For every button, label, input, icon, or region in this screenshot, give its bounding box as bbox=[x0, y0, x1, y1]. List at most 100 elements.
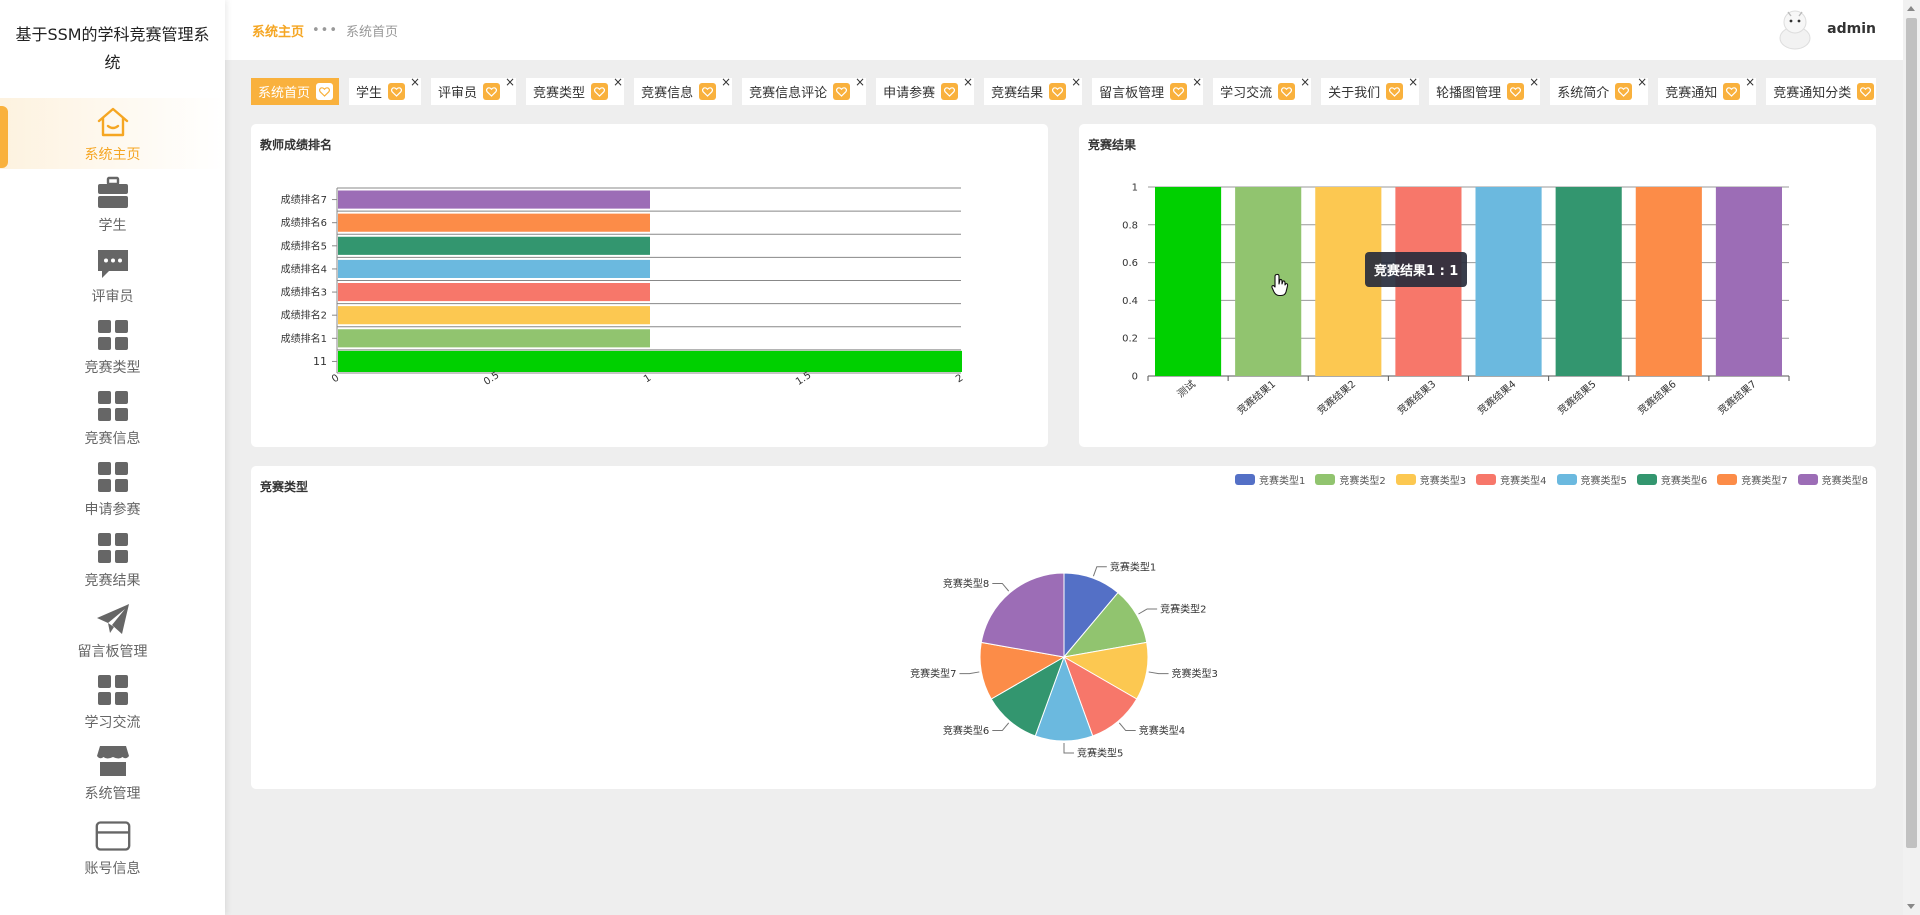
legend-item[interactable]: 竞赛类型5 bbox=[1556, 472, 1627, 487]
legend-item[interactable]: 竞赛类型7 bbox=[1717, 472, 1788, 487]
slice-label: 竞赛类型2 bbox=[1160, 603, 1206, 616]
tab-item[interactable]: 竞赛通知分类× bbox=[1766, 78, 1876, 105]
tab-item[interactable]: 竞赛类型 × bbox=[526, 78, 625, 105]
sidebar-item-contest-result[interactable]: 竞赛结果 bbox=[0, 524, 225, 595]
label-line bbox=[1148, 671, 1169, 675]
tab-item[interactable]: 竞赛结果 × bbox=[984, 78, 1083, 105]
legend-item[interactable]: 竞赛类型6 bbox=[1636, 472, 1707, 487]
legend-label: 竞赛类型4 bbox=[1500, 476, 1547, 487]
heart-icon[interactable] bbox=[1278, 83, 1296, 100]
close-icon[interactable]: × bbox=[409, 78, 421, 89]
tab-item[interactable]: 评审员 × bbox=[431, 78, 517, 105]
tab-label: 系统首页 bbox=[258, 86, 311, 101]
scroll-thumb[interactable] bbox=[1906, 18, 1917, 848]
tab-item[interactable]: 竞赛信息评论 × bbox=[742, 78, 867, 105]
close-icon[interactable]: × bbox=[1408, 78, 1419, 89]
close-icon[interactable]: × bbox=[1071, 78, 1082, 89]
slice-label: 竞赛类型8 bbox=[943, 577, 989, 590]
legend-label: 竞赛类型7 bbox=[1741, 476, 1788, 487]
avatar[interactable] bbox=[1775, 8, 1815, 50]
heart-icon[interactable] bbox=[1857, 83, 1875, 100]
heart-icon[interactable] bbox=[483, 83, 501, 100]
tab-item[interactable]: 轮播图管理 × bbox=[1429, 78, 1541, 105]
close-icon[interactable]: × bbox=[1192, 78, 1203, 89]
close-icon[interactable]: × bbox=[1300, 78, 1311, 89]
close-icon[interactable]: × bbox=[963, 78, 974, 89]
heart-icon[interactable] bbox=[699, 83, 717, 100]
close-icon[interactable]: × bbox=[855, 78, 866, 89]
breadcrumb-home[interactable]: 系统主页 bbox=[252, 24, 305, 40]
slice-label: 竞赛类型5 bbox=[1077, 747, 1123, 760]
x-tick-label: 竞赛结果3 bbox=[1394, 377, 1438, 417]
sidebar-item-message-board[interactable]: 留言板管理 bbox=[0, 595, 225, 666]
heart-icon[interactable] bbox=[1049, 83, 1067, 100]
tab-item[interactable]: 学习交流 × bbox=[1213, 78, 1312, 105]
y-tick-label: 0.2 bbox=[1122, 334, 1138, 345]
scroll-down-arrow[interactable] bbox=[1907, 904, 1915, 909]
legend-item[interactable]: 竞赛类型4 bbox=[1476, 472, 1547, 487]
legend-item[interactable]: 竞赛类型2 bbox=[1315, 472, 1386, 487]
tab-label: 留言板管理 bbox=[1099, 86, 1165, 101]
close-icon[interactable]: × bbox=[613, 78, 624, 89]
sidebar-item-account[interactable]: 账号信息 bbox=[0, 808, 225, 888]
sidebar-item-reviewer[interactable]: 评审员 bbox=[0, 240, 225, 311]
sidebar-item-home[interactable]: 系统主页 bbox=[0, 98, 225, 169]
heart-icon[interactable] bbox=[941, 83, 959, 100]
close-icon[interactable]: × bbox=[1745, 78, 1756, 89]
sidebar-item-study[interactable]: 学习交流 bbox=[0, 666, 225, 737]
close-icon[interactable]: × bbox=[1637, 78, 1648, 89]
tab-item[interactable]: 学生 × bbox=[349, 78, 422, 105]
legend-item[interactable]: 竞赛类型8 bbox=[1797, 472, 1868, 487]
tab-item[interactable]: 关于我们 × bbox=[1321, 78, 1420, 105]
breadcrumb: 系统主页 ••• 系统首页 bbox=[252, 21, 398, 40]
bar bbox=[1235, 187, 1302, 376]
tab-item[interactable]: 竞赛通知 × bbox=[1658, 78, 1757, 105]
y-tick-label: 0 bbox=[1132, 372, 1138, 383]
bar bbox=[338, 306, 650, 325]
sidebar-item-student[interactable]: 学生 bbox=[0, 169, 225, 240]
legend-label: 竞赛类型5 bbox=[1580, 476, 1627, 487]
bar bbox=[338, 259, 650, 278]
tab-label: 竞赛通知分类 bbox=[1773, 86, 1852, 101]
top-header: 系统主页 ••• 系统首页 admin bbox=[225, 0, 1920, 60]
heart-icon[interactable] bbox=[1723, 83, 1741, 100]
label-line bbox=[992, 722, 1010, 732]
x-tick-label: 2 bbox=[954, 373, 965, 386]
sidebar-item-contest-type[interactable]: 竞赛类型 bbox=[0, 311, 225, 382]
label-line bbox=[1063, 743, 1074, 754]
heart-icon[interactable] bbox=[1615, 83, 1633, 100]
legend-swatch bbox=[1636, 474, 1657, 485]
close-icon[interactable]: × bbox=[1529, 78, 1540, 89]
legend-item[interactable]: 竞赛类型3 bbox=[1395, 472, 1466, 487]
tab-item[interactable]: 留言板管理 × bbox=[1092, 78, 1204, 105]
tab-item[interactable]: 竞赛信息 × bbox=[634, 78, 733, 105]
label-line bbox=[1118, 722, 1136, 732]
sidebar-item-apply[interactable]: 申请参赛 bbox=[0, 453, 225, 524]
tab-item[interactable]: 申请参赛 × bbox=[876, 78, 975, 105]
sidebar-menu: 系统主页 学生 评审员 竞赛类型 竞赛信息 bbox=[0, 98, 225, 888]
username[interactable]: admin bbox=[1827, 21, 1876, 37]
breadcrumb-current: 系统首页 bbox=[346, 24, 399, 40]
page-scrollbar[interactable] bbox=[1903, 0, 1920, 915]
close-icon[interactable]: × bbox=[721, 78, 732, 89]
close-icon[interactable]: × bbox=[504, 78, 516, 89]
heart-icon[interactable] bbox=[591, 83, 609, 100]
sidebar-item-system[interactable]: 系统管理 bbox=[0, 737, 225, 808]
tab-item[interactable]: 系统首页 bbox=[251, 78, 340, 105]
heart-icon[interactable] bbox=[833, 83, 851, 100]
legend-item[interactable]: 竞赛类型1 bbox=[1235, 472, 1305, 487]
sidebar-item-contest-info[interactable]: 竞赛信息 bbox=[0, 382, 225, 453]
bar bbox=[1555, 187, 1622, 376]
tab-item[interactable]: 系统简介 × bbox=[1550, 78, 1649, 105]
user-menu[interactable]: admin bbox=[1775, 8, 1876, 50]
y-tick-label: 成绩排名2 bbox=[281, 309, 327, 322]
heart-icon[interactable] bbox=[1386, 83, 1404, 100]
grid-icon bbox=[95, 672, 131, 708]
scroll-up-arrow[interactable] bbox=[1907, 6, 1915, 11]
heart-icon[interactable] bbox=[1170, 83, 1188, 100]
tab-label: 竞赛信息评论 bbox=[749, 86, 828, 101]
heart-icon[interactable] bbox=[388, 83, 406, 100]
y-tick-label: 成绩排名1 bbox=[281, 332, 327, 345]
heart-icon[interactable] bbox=[1507, 83, 1525, 100]
heart-icon[interactable] bbox=[316, 83, 334, 100]
